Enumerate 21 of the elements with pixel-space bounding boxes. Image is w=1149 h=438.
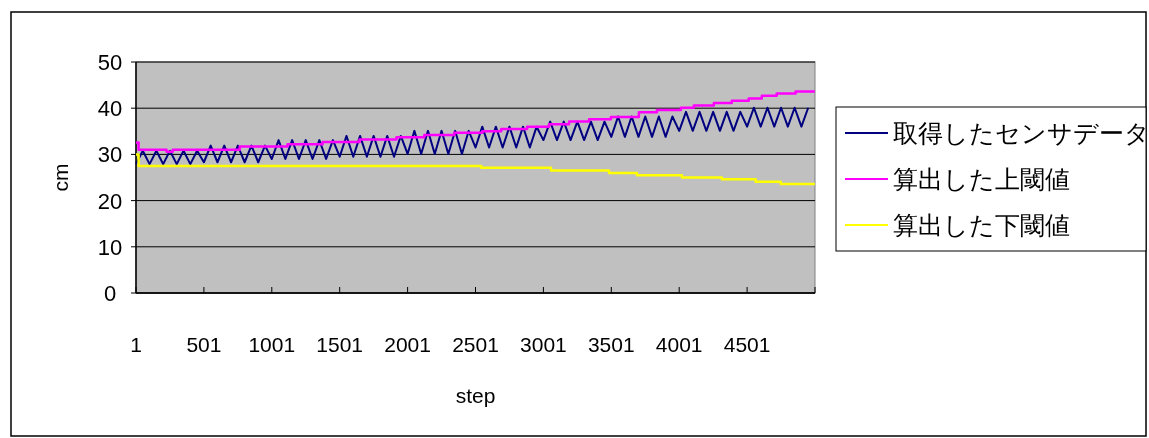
x-axis-title: step — [455, 384, 496, 407]
y-tick-label: 40 — [97, 96, 123, 122]
x-tick-label: 2501 — [452, 333, 499, 356]
x-tick-label: 1501 — [316, 333, 364, 356]
y-tick-label: 20 — [97, 188, 123, 214]
legend-label: 取得したセンサデータ — [893, 119, 1149, 147]
x-tick-label: 501 — [186, 333, 222, 356]
legend-label: 算出した下閾値 — [893, 211, 1070, 239]
y-tick-label: 30 — [97, 142, 123, 168]
x-tick-label: 3001 — [520, 333, 567, 356]
x-tick-label: 3501 — [587, 333, 635, 356]
x-tick-label: 2001 — [384, 333, 431, 356]
y-tick-label: 0 — [103, 281, 117, 306]
x-tick-label: 4001 — [655, 333, 703, 356]
y-tick-label: 10 — [97, 234, 123, 260]
x-tick-label: 1 — [130, 333, 142, 356]
y-tick-label: 50 — [97, 50, 123, 75]
x-tick-label: 4501 — [723, 333, 771, 356]
legend-label: 算出した上閾値 — [893, 165, 1070, 193]
y-axis-title: cm — [49, 163, 72, 192]
x-tick-label: 1001 — [248, 333, 296, 356]
